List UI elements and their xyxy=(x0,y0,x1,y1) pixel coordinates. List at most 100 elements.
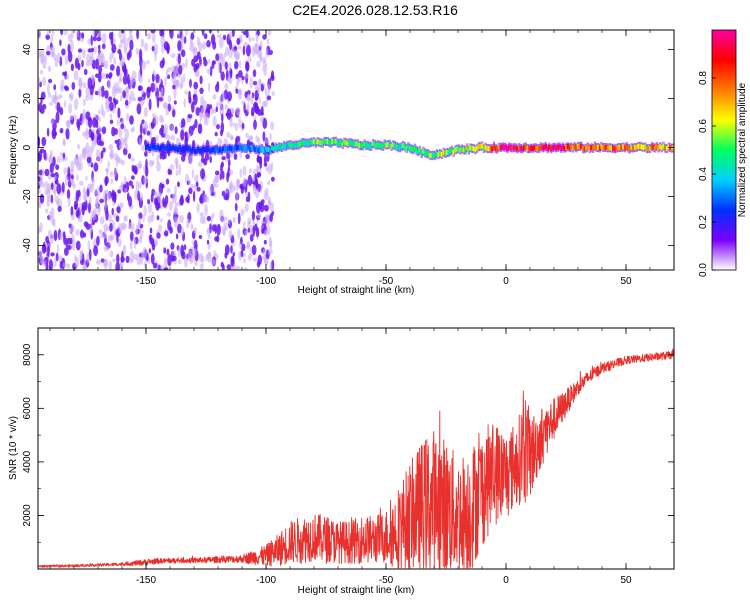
noise-speck xyxy=(154,240,159,246)
ridge-cell xyxy=(568,145,571,151)
noise-speck xyxy=(166,187,171,193)
ridge-cell xyxy=(376,142,380,148)
noise-speck xyxy=(38,176,41,182)
noise-speck xyxy=(157,224,163,232)
noise-speck xyxy=(125,86,129,94)
ridge-cell xyxy=(373,141,376,147)
noise-speck xyxy=(206,68,211,75)
x-tick-label: -150 xyxy=(136,276,156,287)
noise-speck xyxy=(108,73,112,80)
noise-speck xyxy=(259,117,264,123)
colorbar-tick-label: 0.4 xyxy=(698,167,709,181)
noise-speck xyxy=(154,81,158,92)
ridge-cell xyxy=(182,145,185,151)
ridge-cell xyxy=(397,144,400,150)
ridge-cell xyxy=(608,145,612,150)
noise-speck xyxy=(116,253,120,264)
noise-speck xyxy=(131,126,135,132)
ridge-cell xyxy=(523,145,526,150)
noise-speck xyxy=(187,114,193,119)
noise-speck xyxy=(113,193,117,204)
ridge-cell xyxy=(208,148,212,154)
noise-speck xyxy=(78,54,82,62)
noise-speck xyxy=(149,227,153,234)
ridge-cell xyxy=(585,145,588,151)
ridge-cell xyxy=(378,142,381,148)
ridge-cell xyxy=(539,144,543,150)
ridge-cell xyxy=(623,145,627,151)
noise-speck xyxy=(123,223,127,230)
noise-speck xyxy=(213,190,217,198)
noise-speck xyxy=(227,91,232,102)
noise-speck xyxy=(241,76,245,81)
noise-speck xyxy=(157,193,162,204)
noise-speck xyxy=(136,103,142,115)
noise-speck xyxy=(113,167,117,178)
noise-speck xyxy=(73,200,79,210)
ridge-cell xyxy=(220,148,223,154)
noise-speck xyxy=(247,221,252,228)
ridge-cell xyxy=(425,151,428,157)
ridge-cell xyxy=(213,148,217,154)
noise-speck xyxy=(169,124,174,131)
noise-speck xyxy=(223,216,228,221)
ridge-cell xyxy=(326,139,329,144)
noise-speck xyxy=(75,240,81,251)
noise-speck xyxy=(108,260,112,270)
ridge-cell xyxy=(380,143,383,149)
noise-speck xyxy=(45,34,50,40)
noise-speck xyxy=(247,55,252,63)
noise-speck xyxy=(252,220,255,227)
noise-speck xyxy=(230,135,234,141)
noise-speck xyxy=(260,199,265,205)
noise-speck xyxy=(200,168,206,180)
noise-speck xyxy=(234,122,239,132)
noise-speck xyxy=(79,154,82,163)
ridge-cell xyxy=(664,145,667,151)
ridge-cell xyxy=(512,145,516,151)
noise-speck xyxy=(233,46,238,51)
ridge-cell xyxy=(274,144,277,150)
noise-speck xyxy=(237,212,241,225)
noise-speck xyxy=(155,134,159,142)
noise-speck xyxy=(257,254,262,265)
noise-speck xyxy=(200,157,206,163)
noise-speck xyxy=(213,249,216,258)
noise-speck xyxy=(85,86,90,97)
ridge-cell xyxy=(239,144,242,150)
noise-speck xyxy=(130,157,135,162)
colorbar-tick-label: 0.8 xyxy=(698,71,709,85)
noise-speck xyxy=(216,33,222,38)
noise-speck xyxy=(254,173,258,185)
ridge-cell xyxy=(395,144,398,149)
ridge-cell xyxy=(435,151,438,157)
noise-speck xyxy=(199,87,204,95)
noise-speck xyxy=(139,123,143,135)
ridge-cell xyxy=(507,144,511,150)
noise-speck xyxy=(235,135,240,143)
noise-speck xyxy=(235,88,239,94)
ridge-cell xyxy=(598,145,601,151)
ridge-cell xyxy=(235,145,239,151)
noise-speck xyxy=(85,127,89,137)
ridge-cell xyxy=(439,151,442,156)
noise-speck xyxy=(223,195,229,201)
noise-speck xyxy=(167,219,172,231)
noise-speck xyxy=(239,151,243,159)
ridge-cell xyxy=(408,145,412,151)
noise-speck xyxy=(181,49,186,58)
noise-speck xyxy=(228,39,233,50)
ridge-cell xyxy=(358,143,361,149)
ridge-cell xyxy=(150,144,153,150)
noise-speck xyxy=(254,223,258,232)
ridge-cell xyxy=(635,144,638,150)
ridge-cell xyxy=(392,142,395,148)
noise-speck xyxy=(119,137,124,148)
ridge-cell xyxy=(627,145,630,151)
ridge-cell xyxy=(637,143,640,149)
ridge-cell xyxy=(536,146,539,152)
noise-speck xyxy=(215,53,220,61)
ridge-cell xyxy=(528,146,531,152)
noise-speck xyxy=(97,207,101,217)
noise-speck xyxy=(43,260,47,266)
